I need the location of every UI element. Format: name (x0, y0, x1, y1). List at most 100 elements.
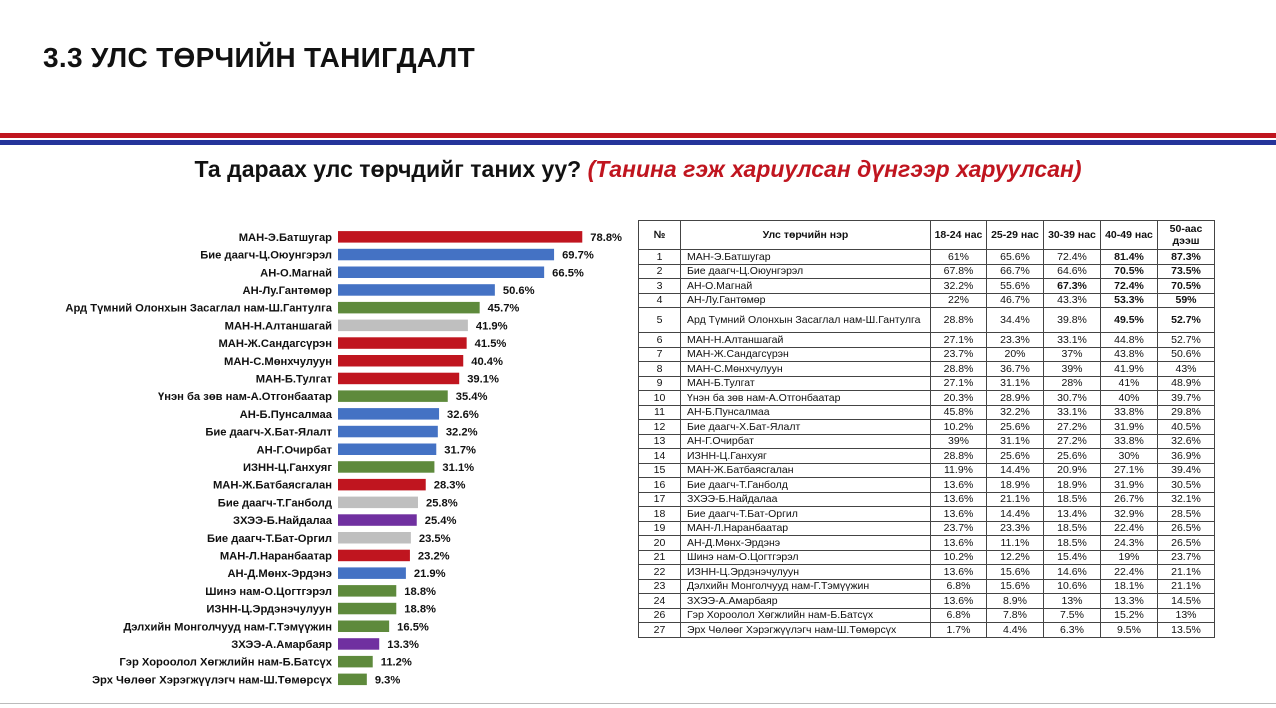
table-value-cell: 28.5% (1157, 506, 1215, 522)
category-label: Шинэ нам-О.Цогтгэрэл (205, 586, 332, 598)
table-value-cell: 41% (1100, 375, 1158, 391)
table-value-cell: 26.5% (1157, 535, 1215, 551)
table-value-cell: 40.5% (1157, 419, 1215, 435)
table-value-cell: 28.8% (930, 448, 987, 464)
category-label: Гэр Хороолол Хөгжлийн нам-Б.Батсүх (119, 657, 332, 669)
bar (338, 319, 468, 332)
table-value-cell: 10.6% (1043, 578, 1101, 594)
table-value-cell: 49.5% (1100, 307, 1158, 333)
table-value-cell: 39% (1043, 361, 1101, 377)
table-value-cell: 18.5% (1043, 535, 1101, 551)
table-row: 10 Үнэн ба зөв нам-А.Отгонбаатар 20.3% 28.9… (638, 390, 1215, 406)
bar (338, 231, 583, 243)
data-label: 25.4% (425, 515, 457, 527)
table-row-number: 6 (638, 332, 681, 348)
category-label: Бие даагч-Т.Бат-Оргил (207, 533, 332, 545)
table-row: 20 АН-Д.Мөнх-Эрдэнэ 13.6% 11.1% 18.5% 24.3% 26… (638, 535, 1215, 551)
table-value-cell: 65.6% (986, 249, 1044, 265)
bar (338, 673, 367, 686)
data-label: 35.4% (456, 391, 488, 403)
table-header-cell: 25-29 нас (986, 220, 1044, 250)
table-row-number: 1 (638, 249, 681, 265)
table-value-cell: 34.4% (986, 307, 1044, 333)
table-value-cell: 26.7% (1100, 491, 1158, 507)
data-label: 23.5% (419, 533, 451, 545)
table-value-cell: 13.6% (930, 564, 987, 580)
table-row: 13 АН-Г.Очирбат 39% 31.1% 27.2% 33.8% 32.6% (638, 433, 1215, 449)
table-value-cell: 18.1% (1100, 578, 1158, 594)
table-row: 1 МАН-Э.Батшугар 61% 65.6% 72.4% 81.4% 87.3% (638, 249, 1215, 265)
data-label: 50.6% (503, 285, 535, 297)
table-value-cell: 28.8% (930, 307, 987, 333)
table-value-cell: 32.9% (1100, 506, 1158, 522)
data-label: 41.9% (476, 320, 508, 332)
category-label: Бие даагч-Ц.Оюунгэрэл (200, 250, 332, 262)
recognition-by-age-table: № Улс төрчийн нэр 18-24 нас 25-29 нас 30-39 … (638, 220, 1215, 638)
table-value-cell: 66.7% (986, 263, 1044, 279)
bar (338, 284, 495, 296)
table-politician-name: ЗХЭЭ-А.Амарбаяр (680, 593, 931, 609)
table-value-cell: 33.8% (1100, 404, 1158, 420)
bar (338, 602, 397, 615)
table-value-cell: 13.4% (1043, 506, 1101, 522)
table-value-cell: 31.9% (1100, 419, 1158, 435)
question-main: Та дараах улс төрчдийг таних уу? (194, 156, 582, 182)
table-value-cell: 27.1% (1100, 462, 1158, 478)
table-value-cell: 43.8% (1100, 346, 1158, 362)
bar (338, 408, 440, 420)
table-row: 22 ИЗНН-Ц.Эрдэнэчулуун 13.6% 15.6% 14.6% 22.4… (638, 564, 1215, 580)
bar (338, 585, 397, 597)
table-politician-name: МАН-Ж.Батбаясгалан (680, 462, 931, 478)
table-value-cell: 6.3% (1043, 622, 1101, 638)
category-label: Үнэн ба зөв нам-А.Отгонбаатар (158, 391, 332, 403)
table-row-number: 13 (638, 433, 681, 449)
table-row: 18 Бие даагч-Т.Бат-Оргил 13.6% 14.4% 13.4% 32… (638, 506, 1215, 522)
table-value-cell: 25.6% (1043, 448, 1101, 464)
table-politician-name: ИЗНН-Ц.Ганхуяг (680, 448, 931, 464)
table-value-cell: 19% (1100, 549, 1158, 565)
table-value-cell: 21.1% (1157, 578, 1215, 594)
table-value-cell: 6.8% (930, 607, 987, 623)
category-label: АН-Б.Пунсалмаа (240, 409, 333, 421)
table-value-cell: 59% (1157, 292, 1215, 308)
table-value-cell: 70.5% (1157, 278, 1215, 294)
table-value-cell: 61% (930, 249, 987, 265)
table-value-cell: 31.9% (1100, 477, 1158, 493)
table-politician-name: Бие даагч-Т.Ганболд (680, 477, 931, 493)
data-label: 18.8% (404, 604, 436, 616)
table-row: 7 МАН-Ж.Сандагсүрэн 23.7% 20% 37% 43.8% 50.6% (638, 346, 1215, 362)
table-value-cell: 37% (1043, 346, 1101, 362)
table-row-number: 10 (638, 390, 681, 406)
table-value-cell: 27.2% (1043, 433, 1101, 449)
header-band-blue (0, 140, 1276, 145)
table-row-number: 23 (638, 578, 681, 594)
table-row-number: 4 (638, 292, 681, 308)
table-row: 19 МАН-Л.Наранбаатар 23.7% 23.3% 18.5% 22.4% 2… (638, 520, 1215, 536)
table-value-cell: 27.1% (930, 332, 987, 348)
table-value-cell: 22.4% (1100, 520, 1158, 536)
question-subtitle: (Танина гэж хариулсан дүнгээр харуулсан) (587, 156, 1082, 182)
table-value-cell: 14.5% (1157, 593, 1215, 609)
table-value-cell: 26.5% (1157, 520, 1215, 536)
category-label: ИЗНН-Ц.Ганхуяг (243, 462, 332, 474)
table-politician-name: МАН-Э.Батшугар (680, 249, 931, 265)
data-label: 28.3% (434, 480, 466, 492)
table-value-cell: 53.3% (1100, 292, 1158, 308)
table-value-cell: 44.8% (1100, 332, 1158, 348)
table-value-cell: 7.8% (986, 607, 1044, 623)
table-value-cell: 15.6% (986, 564, 1044, 580)
category-label: Дэлхийн Монголчууд нам-Г.Тэмүүжин (123, 621, 332, 633)
table-row: 27 Эрх Чөлөөг Хэрэгжүүлэгч нам-Ш.Төмөрсүх… (638, 622, 1215, 638)
table-politician-name: АН-Б.Пунсалмаа (680, 404, 931, 420)
table-value-cell: 36.7% (986, 361, 1044, 377)
table-row: 23 Дэлхийн Монголчууд нам-Г.Тэмүүжин 6.8% 1… (638, 578, 1215, 594)
table-value-cell: 32.2% (986, 404, 1044, 420)
table-value-cell: 22% (930, 292, 987, 308)
table-value-cell: 11.9% (930, 462, 987, 478)
table-value-cell: 13.6% (930, 535, 987, 551)
category-label: Ард Түмний Олонхын Засаглал нам-Ш.Гантул… (65, 303, 332, 315)
table-row-number: 5 (638, 307, 681, 333)
bar (338, 266, 545, 278)
table-value-cell: 27.1% (930, 375, 987, 391)
table-value-cell: 67.8% (930, 263, 987, 279)
